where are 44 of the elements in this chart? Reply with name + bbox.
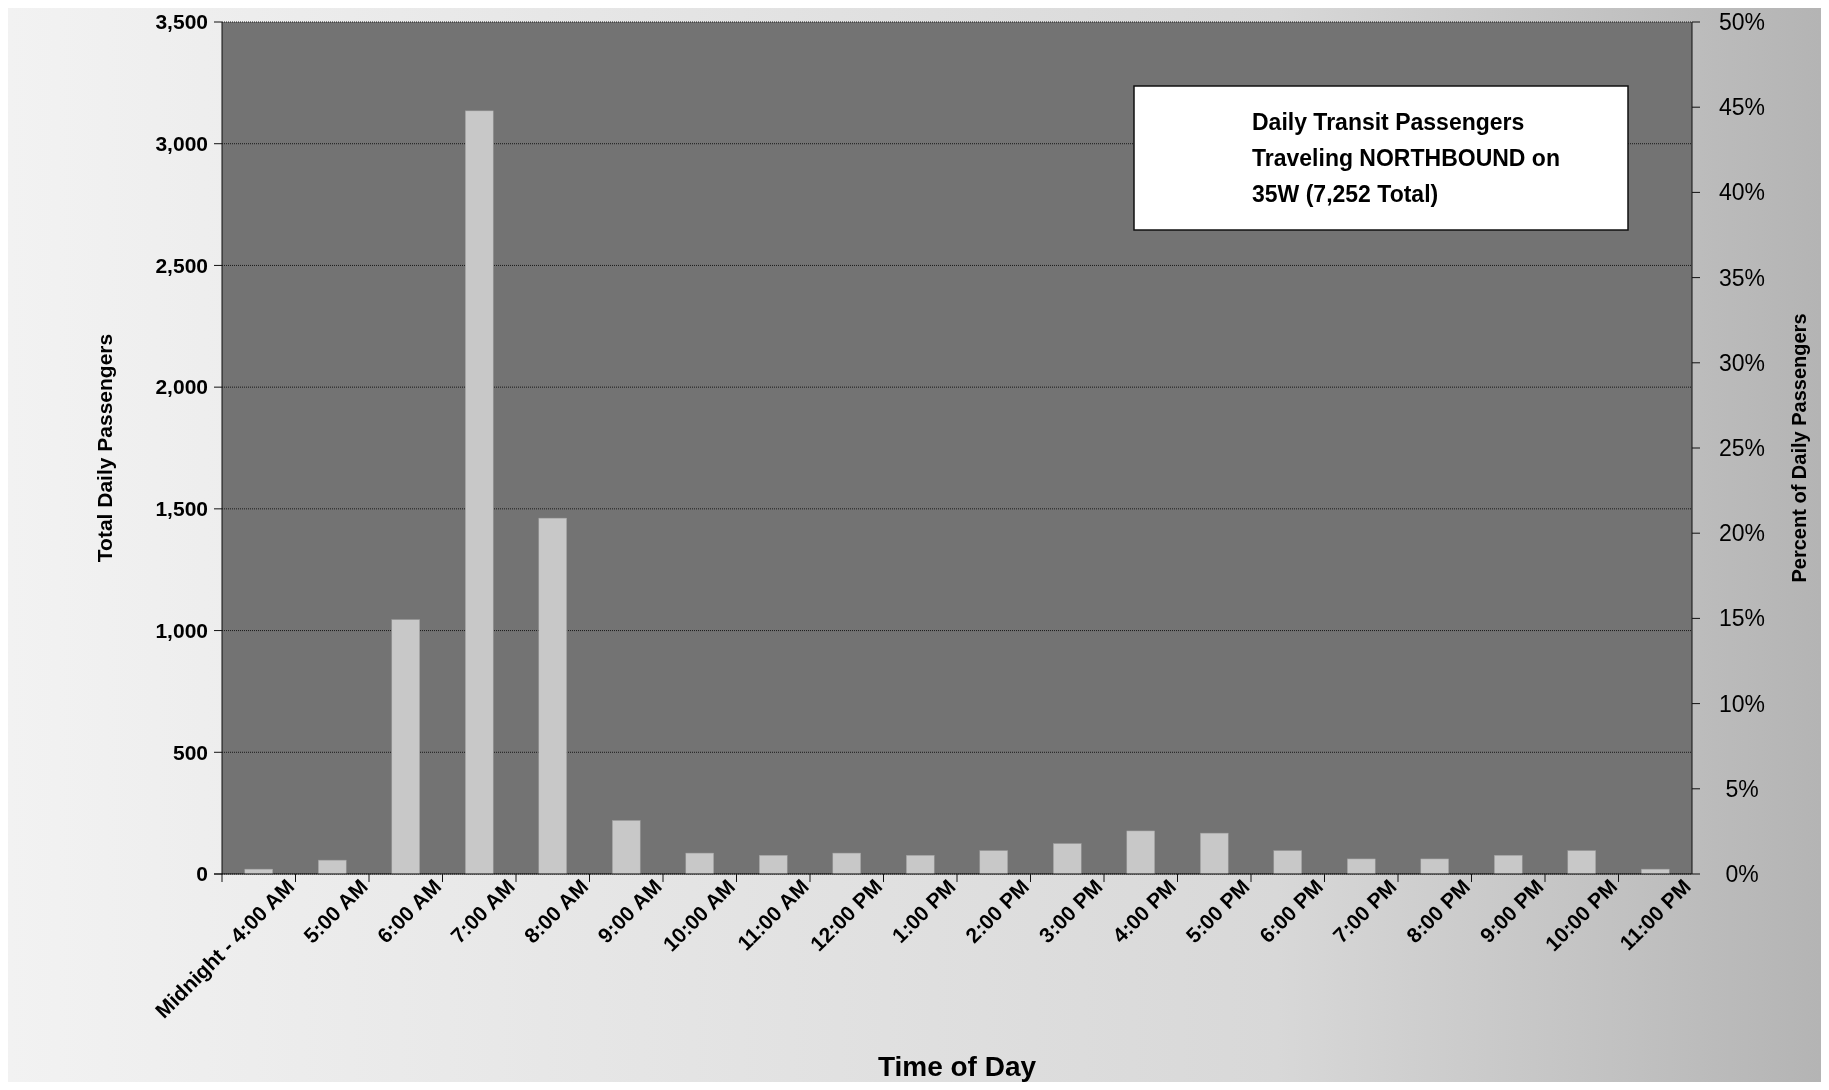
y-tick-label: 3,500 bbox=[155, 10, 208, 34]
bar bbox=[1200, 832, 1229, 875]
bar bbox=[1641, 868, 1670, 875]
y2-tick-label: 50% bbox=[1718, 9, 1766, 36]
bar bbox=[1273, 850, 1302, 875]
bar bbox=[979, 850, 1008, 875]
y-tick-label: 500 bbox=[172, 740, 208, 764]
y-tick-label: 2,500 bbox=[155, 253, 208, 277]
y2-tick-label: 15% bbox=[1718, 605, 1766, 632]
y2-tick-label: 20% bbox=[1718, 520, 1766, 547]
y-tick-label: 2,000 bbox=[155, 375, 208, 399]
bar bbox=[1494, 855, 1523, 875]
x-tick-label: 6:00 AM bbox=[372, 874, 446, 948]
x-axis-title: Time of Day bbox=[877, 1051, 1037, 1082]
bar bbox=[1347, 858, 1376, 875]
bar bbox=[832, 852, 861, 875]
bar bbox=[1567, 850, 1596, 875]
y2-tick-label: 30% bbox=[1718, 349, 1766, 376]
bar bbox=[1420, 858, 1449, 875]
text: Daily Transit Passengers Traveling NORTHBOUND on 35W (7,252 Total) bbox=[1252, 109, 1560, 207]
bar bbox=[685, 852, 714, 875]
bar bbox=[906, 855, 935, 875]
bar bbox=[391, 619, 420, 875]
y-axis-title: Total Daily Passengers bbox=[93, 333, 116, 563]
bar bbox=[244, 868, 273, 875]
y-tick-label: 1,500 bbox=[155, 497, 208, 521]
bar bbox=[1053, 843, 1082, 875]
bar bbox=[465, 110, 494, 875]
bar bbox=[538, 517, 567, 875]
y-tick-label: 0 bbox=[196, 862, 208, 886]
y2-tick-label: 25% bbox=[1718, 435, 1766, 462]
y2-tick-label: 40% bbox=[1718, 179, 1766, 206]
y-tick-label: 3,000 bbox=[155, 132, 208, 156]
y-tick-label: 1,000 bbox=[155, 618, 208, 642]
y2-axis-title: Percent of Daily Passengers bbox=[1788, 313, 1810, 583]
bar bbox=[1126, 830, 1155, 875]
y2-tick-label: 10% bbox=[1718, 690, 1766, 717]
bar bbox=[612, 820, 641, 875]
y2-tick-label: 35% bbox=[1718, 264, 1766, 291]
bar bbox=[759, 855, 788, 875]
y2-tick-label: 0% bbox=[1725, 861, 1759, 888]
bar bbox=[318, 859, 347, 875]
y2-tick-label: 5% bbox=[1725, 775, 1759, 802]
y2-tick-label: 45% bbox=[1718, 94, 1766, 121]
